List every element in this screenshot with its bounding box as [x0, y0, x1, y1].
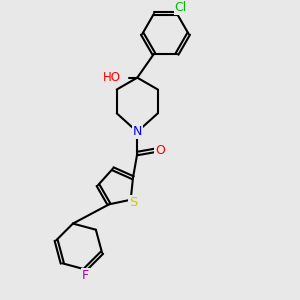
- Text: F: F: [82, 269, 89, 282]
- Text: S: S: [129, 196, 137, 208]
- Text: N: N: [133, 125, 142, 138]
- Text: Cl: Cl: [175, 1, 187, 14]
- Text: O: O: [155, 144, 165, 157]
- Text: HO: HO: [103, 71, 121, 84]
